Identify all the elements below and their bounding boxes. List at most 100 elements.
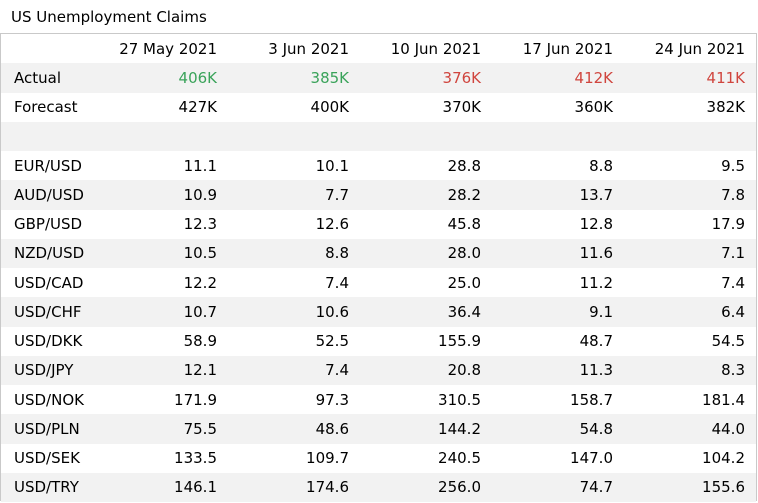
table-cell: 28.2 (447, 185, 481, 204)
table-row: EUR/USD 11.1 10.1 28.8 8.8 9.5 (1, 151, 756, 181)
table-cell: 7.1 (721, 244, 745, 263)
table-cell: 28.8 (447, 156, 481, 175)
header-cell: 17 Jun 2021 (522, 39, 613, 58)
table-cell: 12.3 (183, 215, 217, 234)
table-cell: 20.8 (447, 361, 481, 380)
row-label: USD/PLN (14, 419, 80, 438)
row-label: USD/NOK (14, 390, 84, 409)
row-label: USD/CHF (14, 302, 82, 321)
table-row: GBP/USD 12.3 12.6 45.8 12.8 17.9 (1, 209, 756, 239)
row-label: USD/JPY (14, 361, 74, 380)
forecast-value: 400K (310, 98, 349, 117)
forecast-value: 360K (574, 98, 613, 117)
table-cell: 240.5 (438, 449, 481, 468)
data-table: 27 May 2021 3 Jun 2021 10 Jun 2021 17 Ju… (0, 33, 757, 502)
table-cell: 9.5 (721, 156, 745, 175)
row-label: AUD/USD (14, 185, 84, 204)
forecast-value: 427K (178, 98, 217, 117)
table-cell: 158.7 (570, 390, 613, 409)
header-cell: 3 Jun 2021 (268, 39, 349, 58)
table-cell: 13.7 (579, 185, 613, 204)
table-cell: 12.1 (183, 361, 217, 380)
table-row: USD/DKK 58.9 52.5 155.9 48.7 54.5 (1, 326, 756, 356)
row-label: USD/CAD (14, 273, 84, 292)
table-cell: 144.2 (438, 419, 481, 438)
table-cell: 54.5 (711, 332, 745, 351)
actual-row: Actual 406K 385K 376K 412K 411K (1, 63, 756, 93)
table-cell: 133.5 (174, 449, 217, 468)
table-cell: 25.0 (447, 273, 481, 292)
table-row: USD/NOK 171.9 97.3 310.5 158.7 181.4 (1, 385, 756, 415)
table-cell: 9.1 (589, 302, 613, 321)
table-cell: 109.7 (306, 449, 349, 468)
table-row: USD/JPY 12.1 7.4 20.8 11.3 8.3 (1, 355, 756, 385)
table-row: USD/CAD 12.2 7.4 25.0 11.2 7.4 (1, 268, 756, 298)
table-cell: 147.0 (570, 449, 613, 468)
table-cell: 11.1 (183, 156, 217, 175)
table-cell: 7.4 (325, 273, 349, 292)
table-cell: 8.8 (589, 156, 613, 175)
row-label: EUR/USD (14, 156, 82, 175)
table-cell: 10.9 (183, 185, 217, 204)
row-label: GBP/USD (14, 215, 83, 234)
table-title: US Unemployment Claims (11, 8, 207, 26)
header-cell: 27 May 2021 (119, 39, 217, 58)
table-cell: 74.7 (579, 478, 613, 497)
row-label: Forecast (14, 98, 78, 117)
table-row: USD/PLN 75.5 48.6 144.2 54.8 44.0 (1, 414, 756, 444)
table-cell: 104.2 (702, 449, 745, 468)
table-cell: 7.7 (325, 185, 349, 204)
header-cell: 10 Jun 2021 (390, 39, 481, 58)
table-cell: 8.8 (325, 244, 349, 263)
row-label: USD/SEK (14, 449, 80, 468)
actual-value: 412K (574, 68, 613, 87)
table-cell: 6.4 (721, 302, 745, 321)
row-label: NZD/USD (14, 244, 85, 263)
table-cell: 45.8 (447, 215, 481, 234)
table-cell: 7.4 (325, 361, 349, 380)
table-cell: 171.9 (174, 390, 217, 409)
table-row: NZD/USD 10.5 8.8 28.0 11.6 7.1 (1, 238, 756, 268)
forecast-row: Forecast 427K 400K 370K 360K 382K (1, 92, 756, 122)
table-cell: 17.9 (711, 215, 745, 234)
table-cell: 48.6 (315, 419, 349, 438)
table-cell: 75.5 (183, 419, 217, 438)
actual-value: 376K (442, 68, 481, 87)
row-label: Actual (14, 68, 61, 87)
table-cell: 11.3 (579, 361, 613, 380)
table-row: USD/SEK 133.5 109.7 240.5 147.0 104.2 (1, 443, 756, 473)
table-cell: 12.6 (315, 215, 349, 234)
table-cell: 155.9 (438, 332, 481, 351)
header-row: 27 May 2021 3 Jun 2021 10 Jun 2021 17 Ju… (1, 34, 756, 64)
table-row: AUD/USD 10.9 7.7 28.2 13.7 7.8 (1, 180, 756, 210)
table-cell: 10.7 (183, 302, 217, 321)
table-row: USD/CHF 10.7 10.6 36.4 9.1 6.4 (1, 297, 756, 327)
forecast-value: 370K (442, 98, 481, 117)
header-cell: 24 Jun 2021 (654, 39, 745, 58)
table-cell: 7.8 (721, 185, 745, 204)
actual-value: 411K (706, 68, 745, 87)
table-cell: 36.4 (447, 302, 481, 321)
table-cell: 48.7 (579, 332, 613, 351)
row-label: USD/TRY (14, 478, 79, 497)
table-cell: 12.2 (183, 273, 217, 292)
table-cell: 310.5 (438, 390, 481, 409)
table-row: USD/TRY 146.1 174.6 256.0 74.7 155.6 (1, 472, 756, 502)
table-cell: 52.5 (315, 332, 349, 351)
table-cell: 181.4 (702, 390, 745, 409)
table-cell: 174.6 (306, 478, 349, 497)
table-cell: 28.0 (447, 244, 481, 263)
table-cell: 10.1 (315, 156, 349, 175)
table-cell: 97.3 (315, 390, 349, 409)
table-cell: 54.8 (579, 419, 613, 438)
table-cell: 10.6 (315, 302, 349, 321)
row-label: USD/DKK (14, 332, 83, 351)
table-cell: 58.9 (183, 332, 217, 351)
table-cell: 44.0 (711, 419, 745, 438)
table-cell: 8.3 (721, 361, 745, 380)
forecast-value: 382K (706, 98, 745, 117)
table-cell: 10.5 (183, 244, 217, 263)
actual-value: 385K (310, 68, 349, 87)
table-cell: 11.2 (579, 273, 613, 292)
table-cell: 155.6 (702, 478, 745, 497)
